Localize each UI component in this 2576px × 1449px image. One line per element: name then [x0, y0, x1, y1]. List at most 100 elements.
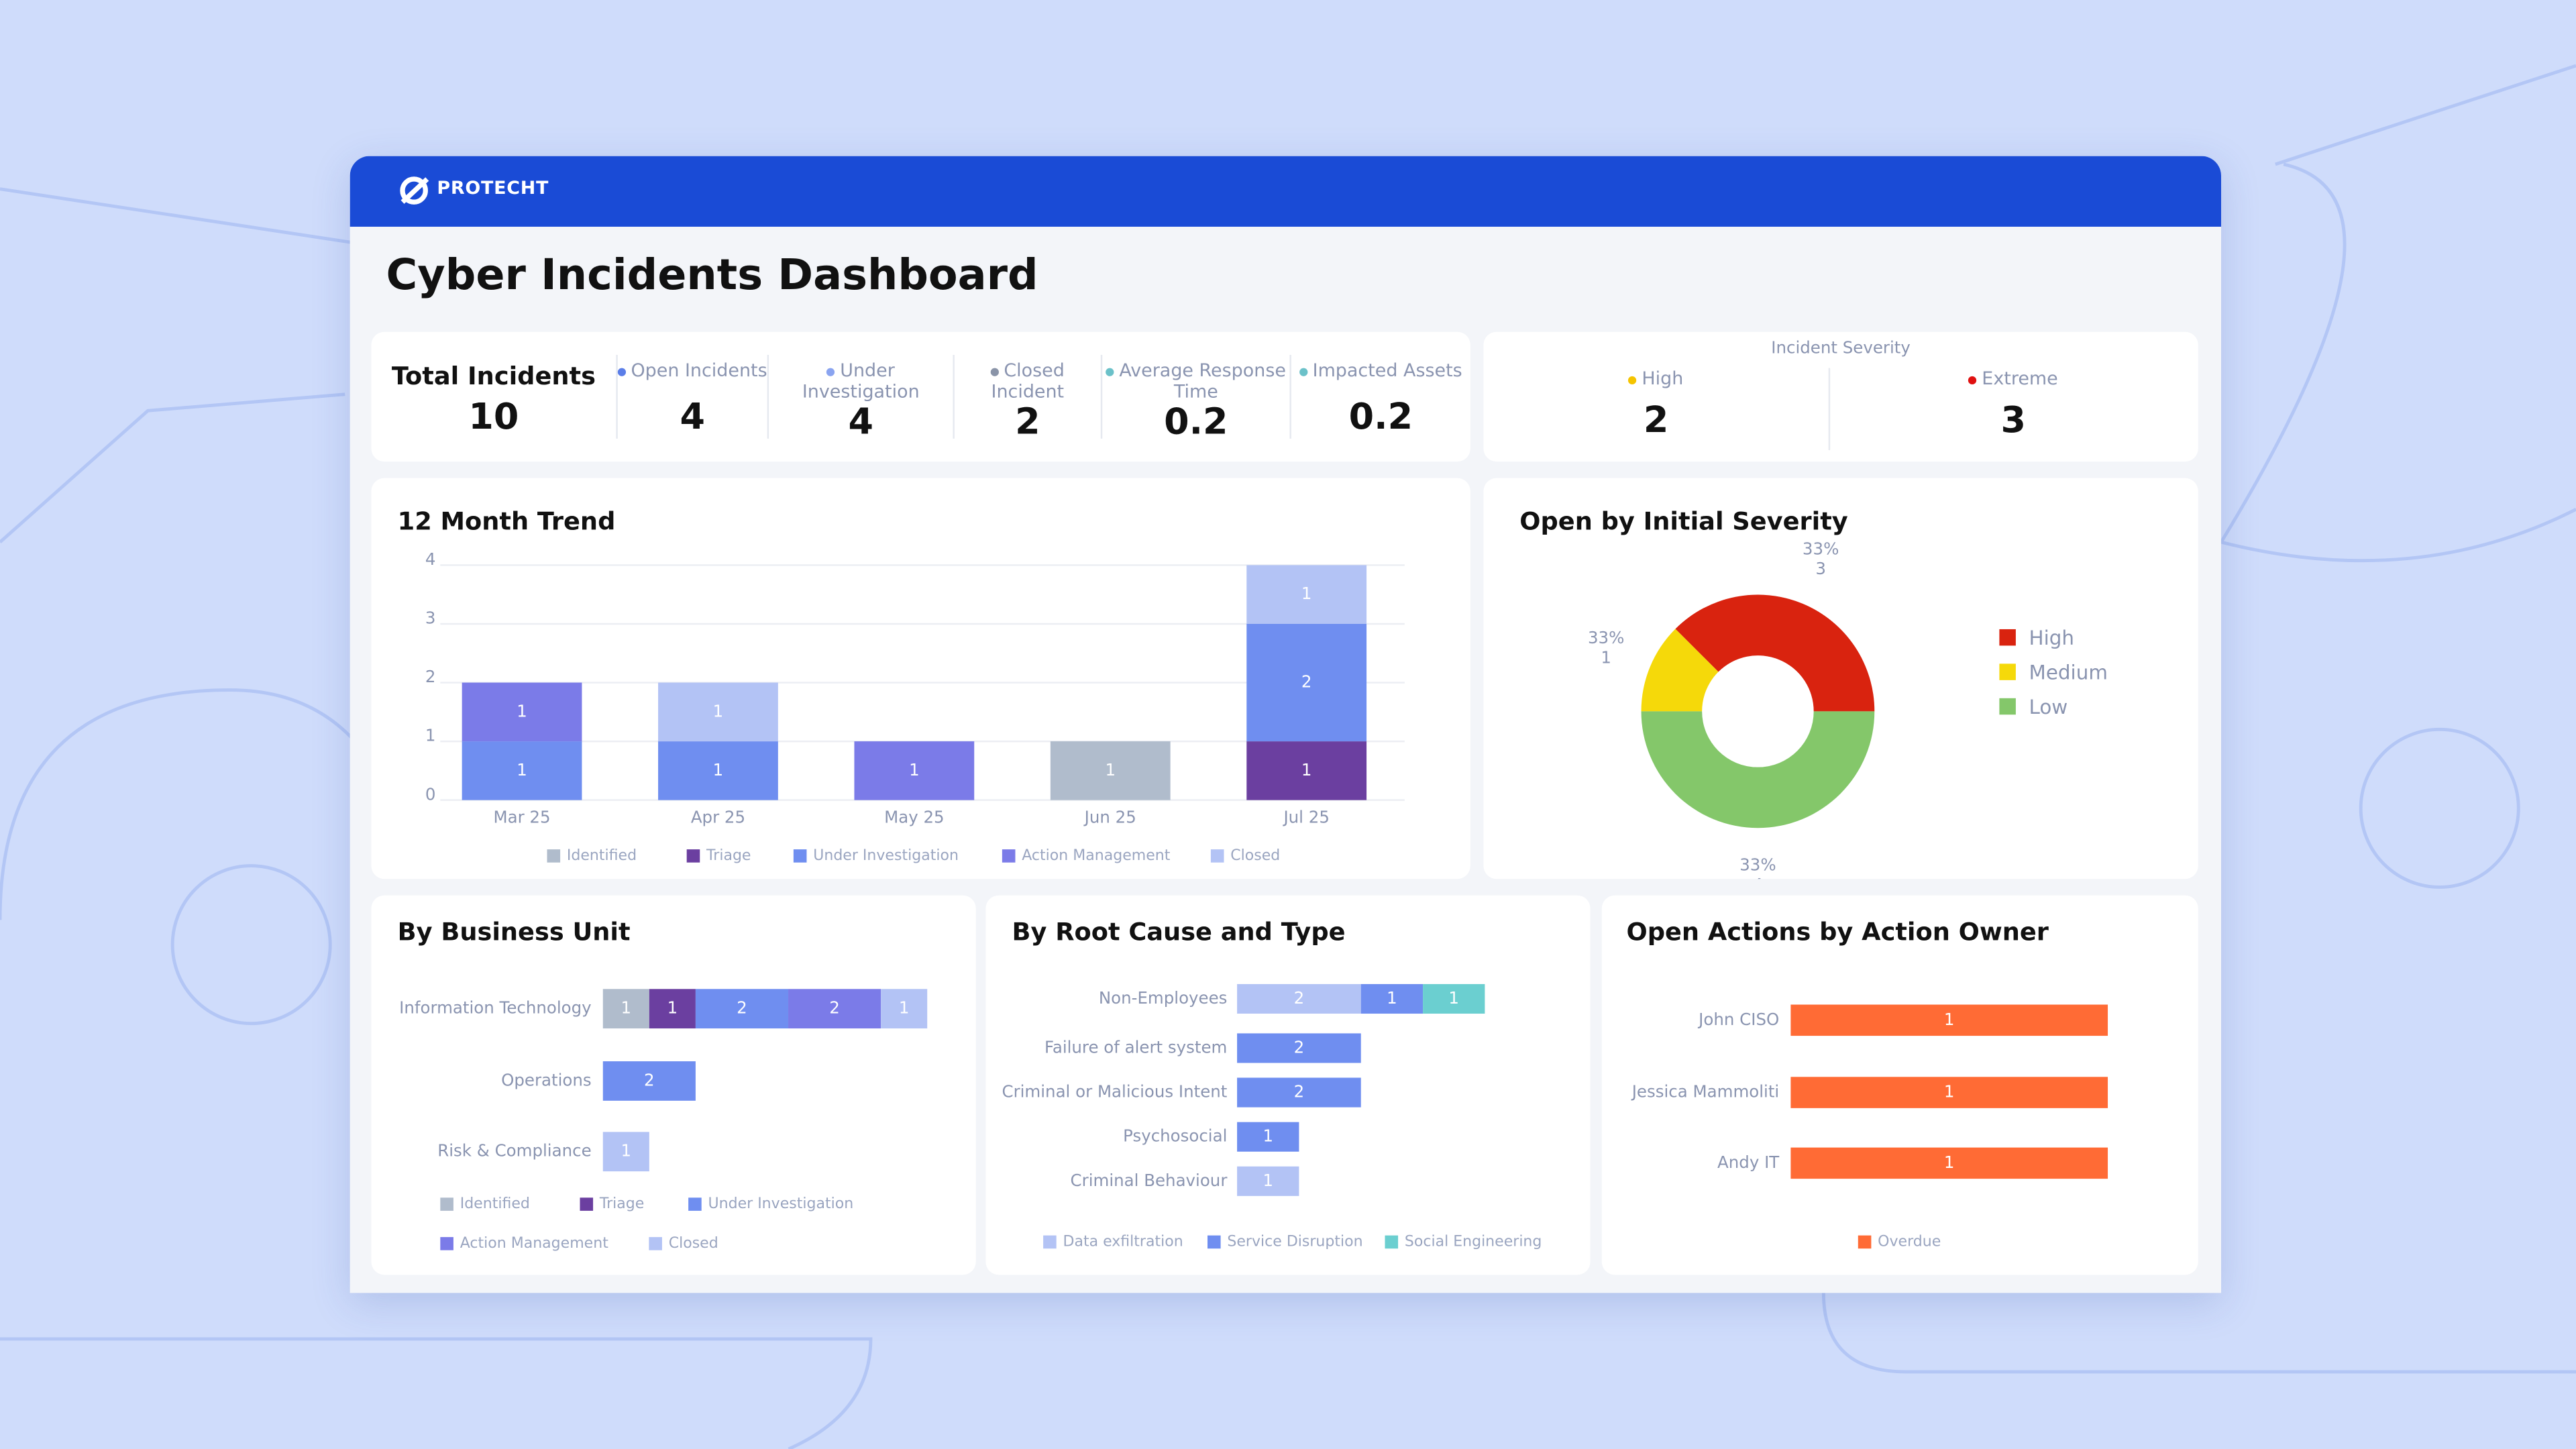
- chart-title: Open by Initial Severity: [1519, 506, 1847, 535]
- bar-segment: [462, 682, 582, 742]
- x-tick-label: Jul 25: [1282, 808, 1329, 827]
- severity-item: Extreme 3: [1829, 368, 2198, 450]
- bar-segment: [881, 989, 928, 1029]
- bar-segment: [658, 682, 778, 742]
- legend-swatch: [580, 1197, 594, 1211]
- category-label: Andy IT: [1717, 1152, 1780, 1172]
- bar-label: 2: [1301, 672, 1312, 692]
- kpi: Under Investigation 4: [769, 354, 955, 443]
- bar-label: 2: [737, 998, 747, 1018]
- severity-title: Incident Severity: [1771, 339, 1911, 358]
- category-label: John CISO: [1697, 1010, 1779, 1029]
- category-label: Operations: [501, 1070, 592, 1089]
- donut-chart: Open by Initial Severity33%3High33%1Medi…: [1519, 506, 2108, 894]
- bar-label: 1: [1387, 988, 1397, 1008]
- chart-title: Open Actions by Action Owner: [1626, 918, 2048, 947]
- bar-label: 1: [1263, 1171, 1273, 1190]
- slice-value: 3: [1815, 559, 1826, 578]
- severity-label-text: Extreme: [1982, 368, 2058, 390]
- legend-swatch: [688, 1197, 702, 1211]
- donut-slice: [1675, 594, 1875, 712]
- bar-label: 1: [621, 1141, 632, 1161]
- donut-slice: [1641, 629, 1719, 712]
- legend-label: Data exfiltration: [1063, 1233, 1183, 1250]
- chart-title: By Business Unit: [398, 918, 631, 947]
- category-label: Information Technology: [399, 998, 591, 1018]
- bar-segment: [1237, 1077, 1361, 1108]
- severity-label: High: [1483, 368, 1828, 401]
- legend-label: Triage: [706, 847, 751, 864]
- bar-label: 1: [1263, 1126, 1273, 1146]
- category-label: Psychosocial: [1123, 1126, 1227, 1146]
- severity-card: Incident Severity High 2 Extreme 3: [1483, 331, 2198, 462]
- kpi-value: 2: [1015, 402, 1040, 444]
- severity-label-text: High: [1642, 368, 1684, 390]
- kpi-label: Total Incidents: [392, 360, 596, 397]
- legend-swatch: [686, 849, 700, 863]
- bar-label: 1: [713, 701, 724, 720]
- bar-segment: [1237, 1033, 1361, 1063]
- kpi-dot: [1299, 367, 1308, 376]
- page-title: Cyber Incidents Dashboard: [386, 251, 1038, 301]
- legend-swatch: [1002, 849, 1016, 863]
- category-label: Risk & Compliance: [437, 1141, 591, 1161]
- kpi-label: Average Response Time: [1102, 360, 1289, 402]
- kpi: Impacted Assets 0.2: [1291, 355, 1470, 439]
- legend-swatch: [1858, 1235, 1872, 1249]
- legend-swatch: [1208, 1235, 1221, 1249]
- x-tick-label: May 25: [884, 808, 945, 827]
- legend-swatch: [440, 1237, 453, 1250]
- category-label: Jessica Mammoliti: [1631, 1082, 1780, 1102]
- category-label: Criminal or Malicious Intent: [1002, 1082, 1227, 1102]
- severity-value: 2: [1643, 400, 1669, 442]
- bar-segment: [1423, 983, 1485, 1014]
- legend-label: Social Engineering: [1405, 1233, 1542, 1250]
- action-owner-card: Open Actions by Action Owner John CISO Jes…: [1601, 895, 2198, 1275]
- kpi: Average Response Time 0.2: [1102, 354, 1291, 443]
- legend-swatch: [649, 1237, 662, 1250]
- bar-segment: [1790, 1004, 2108, 1036]
- legend-label: Action Management: [1022, 847, 1170, 864]
- slice-value: 1: [1601, 647, 1611, 667]
- bar-label: 1: [517, 701, 527, 720]
- donut-card: Open by Initial Severity 33% 3 High 33% 1 Medi…: [1483, 478, 2198, 894]
- bar-segment: [1246, 741, 1367, 800]
- bar-segment: [1246, 624, 1367, 742]
- action-owner-chart: Open Actions by Action Owner John CISO Jes…: [1626, 918, 2108, 1250]
- bar-label: 1: [909, 760, 920, 780]
- legend-swatch: [1999, 698, 2016, 715]
- x-tick-label: Mar 25: [493, 808, 550, 827]
- kpi-label-text: Under Investigation: [802, 360, 920, 403]
- kpi-label-text: Open Incidents: [631, 360, 767, 382]
- legend-swatch: [1999, 629, 2016, 646]
- brand[interactable]: PROTECHT: [437, 177, 549, 199]
- trend-chart: 12 Month Trend 0 1 2 3 4 Mar 25 Apr 25 May 25 Jun…: [398, 506, 1405, 864]
- y-tick-label: 1: [425, 726, 436, 745]
- bar-label: 1: [1301, 760, 1312, 780]
- bar-segment: [1790, 1077, 2108, 1108]
- category-label: Criminal Behaviour: [1071, 1171, 1228, 1190]
- bar-label: 1: [1944, 1082, 1955, 1102]
- root-cause-card: By Root Cause and Type Non-Employees Failu…: [985, 895, 1591, 1275]
- kpi-value: 0.2: [1348, 397, 1413, 439]
- y-tick-label: 3: [425, 608, 436, 628]
- kpi-label-text: Total Incidents: [391, 361, 596, 391]
- y-tick-label: 4: [425, 549, 436, 569]
- slice-percent: 33%: [1588, 628, 1624, 647]
- bar-segment: [854, 741, 975, 800]
- kpi-label-text: Average Response Time: [1119, 360, 1286, 403]
- bar-segment: [1790, 1147, 2108, 1179]
- slice-percent: 33%: [1739, 855, 1776, 875]
- bar-segment: [602, 1061, 696, 1101]
- bar-label: 1: [517, 760, 527, 780]
- category-label: Failure of alert system: [1044, 1037, 1227, 1057]
- donut-slice: [1641, 711, 1875, 828]
- kpi-label: Under Investigation: [769, 360, 953, 402]
- bar-label: 1: [1944, 1010, 1955, 1029]
- legend-label: Overdue: [1878, 1233, 1941, 1250]
- bar-label: 2: [644, 1070, 655, 1089]
- kpi: Closed Incident 2: [955, 354, 1103, 443]
